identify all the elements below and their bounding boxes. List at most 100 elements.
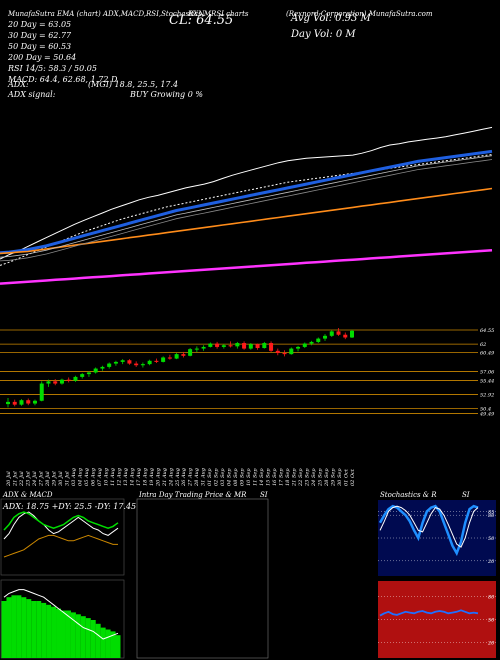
adx-macd-title: ADX & MACD <box>3 491 53 499</box>
intraday-panel <box>136 498 269 659</box>
avg-volume-label: Avg Vol: 0.93 M <box>291 13 371 24</box>
ema-line-ema_long <box>0 248 493 285</box>
date-label: 30 Jul <box>58 471 64 486</box>
ema-chart <box>0 126 493 285</box>
date-label: 14 Aug <box>129 468 135 486</box>
candle-down <box>12 401 17 405</box>
candle-down <box>242 343 247 349</box>
macd-hist-bar <box>60 610 66 658</box>
candle-up <box>296 346 301 349</box>
candle-down <box>215 343 220 347</box>
date-label: 31 Jul <box>64 471 70 486</box>
candle-down <box>282 353 287 355</box>
date-label: 09 Sep <box>240 468 246 486</box>
macd-hist-bar <box>56 608 62 658</box>
intraday-title: Intra Day Trading Price & MR <box>139 491 247 499</box>
date-label: 22 Jul <box>19 471 25 487</box>
adx-line-plus_di <box>3 511 119 531</box>
date-label: 31 Aug <box>201 468 207 486</box>
date-label: 23 Sep <box>305 468 311 487</box>
date-label: 17 Sep <box>279 468 285 486</box>
ema-line-grey-2 <box>0 159 493 262</box>
stat-rsi: RSI 14/5: 58.3 / 50.05 <box>8 64 97 73</box>
date-label: 03 Sep <box>220 468 226 486</box>
candle-up <box>107 363 112 367</box>
date-label: 26 Aug <box>181 468 187 487</box>
candle-down <box>269 343 274 351</box>
date-label: 27 Jul <box>39 471 45 487</box>
ema-line-grey-1 <box>0 155 493 258</box>
date-label: 22 Sep <box>298 468 304 487</box>
stoch-tick-label: 50 <box>488 536 495 542</box>
stoch-tick-label: 80 <box>488 513 495 519</box>
ema-line-ema200 <box>0 187 493 255</box>
ema-line-ema20 <box>0 154 493 266</box>
candle-down <box>154 360 159 362</box>
macd-hist-bar <box>46 604 52 658</box>
candle-up <box>161 357 166 362</box>
date-label: 02 Sep <box>214 468 220 486</box>
candle-down <box>127 360 132 364</box>
candle-up <box>316 338 321 342</box>
chart-header-title: MunafaSutra EMA (chart) ADX,MACD,RSI,Sto… <box>8 10 249 18</box>
date-label: 06 Aug <box>90 468 96 486</box>
candle-up <box>248 344 253 349</box>
candle-up <box>46 381 51 384</box>
date-label: 21 Aug <box>162 468 168 487</box>
macd-hist-bar <box>110 631 116 658</box>
rsi-line <box>379 609 479 617</box>
date-label: 16 Sep <box>272 468 278 486</box>
date-label: 04 Aug <box>77 468 83 486</box>
candle-up <box>262 343 267 349</box>
date-label: 18 Sep <box>285 468 291 486</box>
macd-hist-bar <box>51 606 57 658</box>
date-axis: 20 Jul 21 Jul 22 Jul 23 Jul 24 Jul 27 Jul 28 J… <box>6 468 356 487</box>
candle-up <box>113 361 118 364</box>
macd-hist-bar <box>80 616 86 658</box>
macd-hist-bar <box>31 601 37 658</box>
candle-up <box>19 400 24 405</box>
date-label: 23 Jul <box>26 471 32 487</box>
date-label: 27 Aug <box>188 468 194 487</box>
date-label: 28 Sep <box>324 468 330 487</box>
macd-hist-bar <box>41 602 47 658</box>
stoch-k-line <box>378 504 479 557</box>
date-label: 24 Jul <box>32 471 38 487</box>
macd-hist-bar <box>1 601 7 658</box>
adx-label: ADX: <box>8 80 29 89</box>
candle-up <box>93 368 98 373</box>
adx-values: (MGI) 18.8, 25.5, 17.4 <box>88 80 179 89</box>
stat-200day: 200 Day = 50.64 <box>8 53 77 62</box>
candle-grid: 64.55 62 60.49 57.06 55.44 52.92 50.449.49 <box>0 328 495 418</box>
date-label: 12 Aug <box>116 468 122 486</box>
macd-hist-bar <box>21 597 27 658</box>
candle-down <box>275 350 280 354</box>
date-label: 24 Aug <box>168 468 174 487</box>
date-label: 03 Aug <box>71 468 77 486</box>
date-label: 18 Aug <box>142 468 148 486</box>
stats-list: 20 Day = 63.05 30 Day = 62.77 50 Day = 6… <box>8 19 117 85</box>
date-label: 20 Aug <box>155 468 161 487</box>
intraday-title-rsi: SI <box>260 491 268 499</box>
date-label: 28 Aug <box>194 468 200 487</box>
stoch-d-line <box>379 505 479 548</box>
candlestick-chart <box>6 328 354 408</box>
candle-down <box>26 400 31 404</box>
date-label: 05 Aug <box>84 468 90 486</box>
candle-down <box>134 363 139 366</box>
price-tick-label: 57.06 <box>480 370 495 376</box>
ema-line-price <box>0 126 493 260</box>
candle-up <box>147 360 152 365</box>
date-label: 02 Oct <box>350 468 356 486</box>
date-label: 11 Aug <box>110 468 116 486</box>
macd-hist-bar <box>75 614 81 658</box>
date-label: 17 Aug <box>136 468 142 486</box>
candle-down <box>181 354 186 356</box>
candle-down <box>343 334 348 338</box>
date-label: 08 Sep <box>233 468 239 486</box>
candle-up <box>120 360 125 362</box>
company-name: (Rexnord Corporation) MunafaSutra.com <box>286 10 433 18</box>
date-label: 24 Sep <box>311 468 317 487</box>
date-label: 21 Sep <box>292 468 298 487</box>
